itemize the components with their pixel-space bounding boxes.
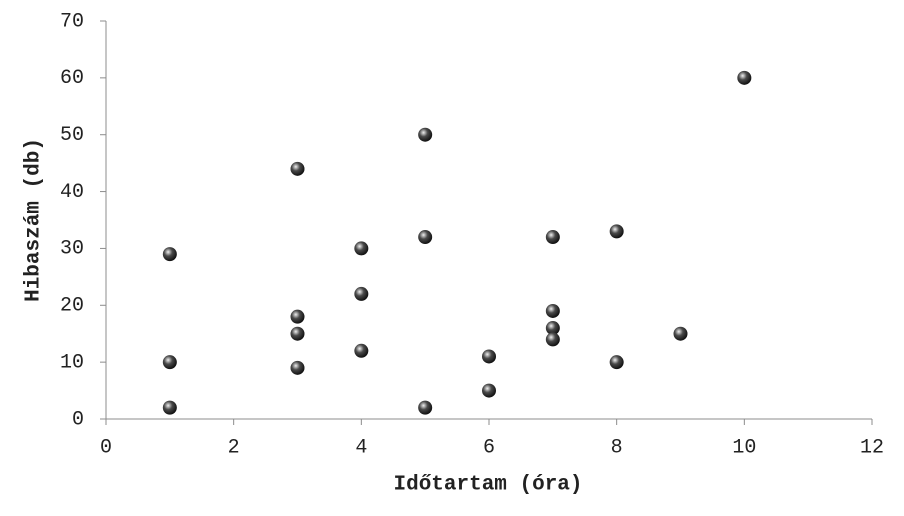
y-tick-label: 30 [60,238,84,261]
point [609,224,624,239]
point [482,383,496,398]
point [162,400,177,415]
x-tick-label: 4 [355,436,367,459]
point [545,321,560,336]
point [673,326,688,341]
point [290,360,305,375]
x-tick-label: 2 [228,436,240,459]
y-tick-label: 20 [60,295,84,318]
point [162,355,177,370]
y-axis-title: Hibaszám (db) [23,138,46,302]
point [290,309,305,324]
point [290,161,305,176]
point [545,332,560,347]
point [354,343,369,358]
x-tick-label: 12 [860,436,884,459]
point [545,303,560,318]
point [737,70,752,85]
y-tick-label: 10 [60,351,84,374]
point [418,230,433,245]
point [354,286,369,301]
point [418,400,433,415]
y-tick-label: 50 [60,124,84,147]
y-tick-label: 0 [72,408,84,431]
y-tick-label: 40 [60,181,84,204]
point [290,326,305,341]
point [609,355,624,370]
x-tick-label: 0 [100,436,112,459]
y-tick-label: 70 [60,10,84,33]
x-tick-label: 8 [611,436,623,459]
point [162,247,177,262]
y-tick-label: 60 [60,67,84,90]
point [354,241,369,256]
x-axis-title: Időtartam (óra) [393,474,582,497]
point [482,349,496,364]
point [418,127,433,142]
x-tick-label: 10 [732,436,756,459]
point [545,230,560,245]
x-tick-label: 6 [483,436,495,459]
